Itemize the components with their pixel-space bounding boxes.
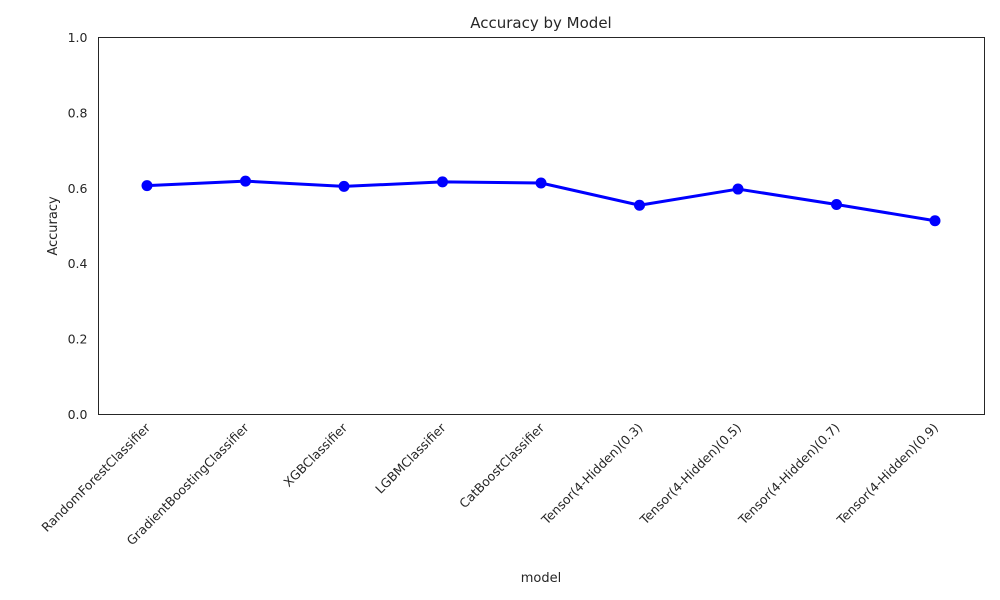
y-tick-label: 0.2 bbox=[68, 332, 88, 347]
y-tick-label: 0.8 bbox=[68, 105, 88, 120]
plot-area-frame bbox=[98, 37, 985, 415]
y-axis-label: Accuracy bbox=[46, 196, 61, 256]
y-axis-ticks: 0.0 0.2 0.4 0.6 0.8 1.0 bbox=[68, 30, 88, 422]
x-axis-ticks: RandomForestClassifierGradientBoostingCl… bbox=[38, 419, 941, 548]
x-tick-label: Tensor(4-Hidden)(0.9) bbox=[833, 420, 941, 528]
data-point bbox=[240, 175, 251, 187]
y-tick-label: 0.4 bbox=[68, 256, 88, 271]
data-point bbox=[732, 183, 744, 195]
x-tick-label: Tensor(4-Hidden)(0.3) bbox=[538, 420, 646, 528]
data-point bbox=[338, 180, 350, 192]
data-point bbox=[831, 199, 842, 211]
data-point bbox=[437, 176, 448, 188]
x-tick-label: CatBoostClassifier bbox=[456, 419, 548, 511]
x-tick-label: LGBMClassifier bbox=[372, 419, 449, 496]
y-tick-label: 0.6 bbox=[68, 181, 88, 196]
x-axis-label: model bbox=[521, 571, 561, 586]
x-tick-label: Tensor(4-Hidden)(0.7) bbox=[735, 420, 843, 528]
x-tick-label: RandomForestClassifier bbox=[38, 419, 153, 534]
y-tick-label: 0.0 bbox=[68, 407, 88, 422]
x-tick-label: Tensor(4-Hidden)(0.5) bbox=[636, 420, 744, 528]
y-tick-label: 1.0 bbox=[68, 30, 88, 45]
data-point bbox=[929, 215, 941, 227]
data-point bbox=[141, 180, 153, 192]
data-points bbox=[141, 175, 941, 227]
data-point bbox=[634, 199, 645, 211]
chart-title: Accuracy by Model bbox=[470, 14, 611, 32]
data-point bbox=[535, 177, 547, 189]
x-tick-label: XGBClassifier bbox=[280, 419, 350, 489]
